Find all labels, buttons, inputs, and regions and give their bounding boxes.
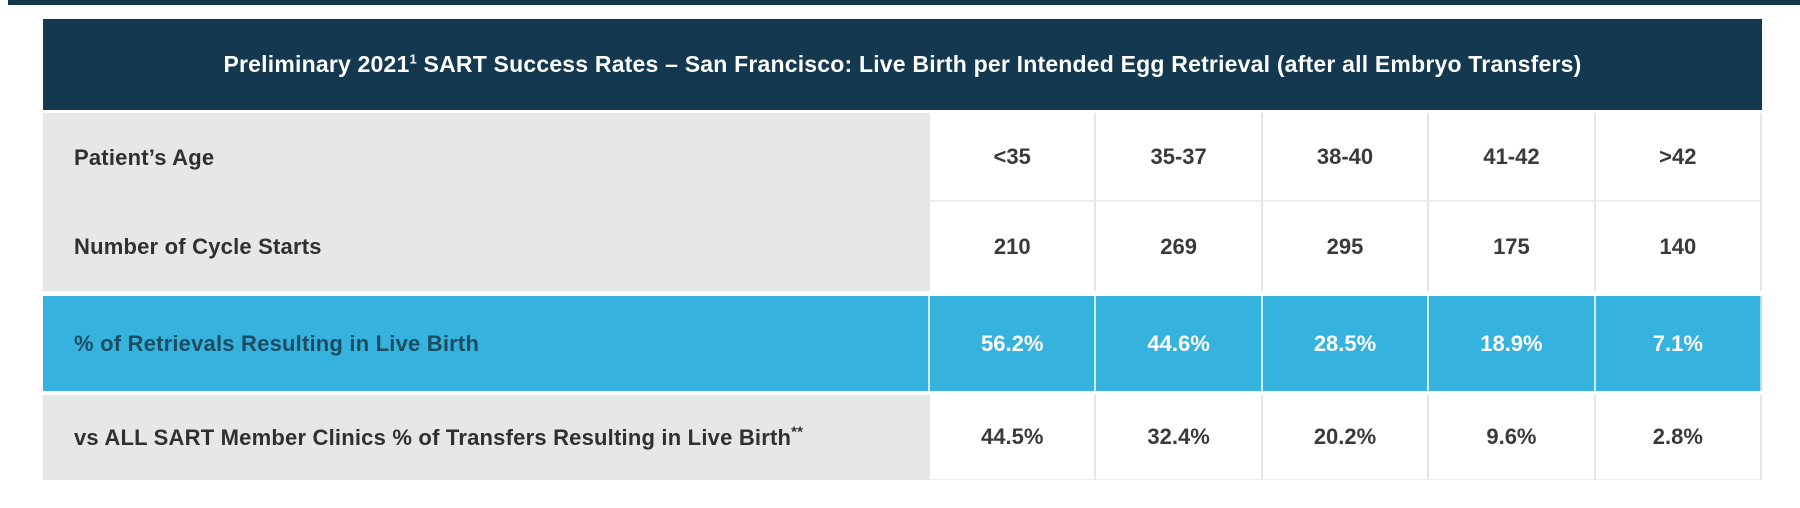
footnote-marker-1: 1 — [409, 51, 417, 67]
live-birth-rate-cell: 28.5% — [1260, 296, 1428, 391]
cycle-starts-cell: 210 — [928, 202, 1095, 291]
table-row-sart-comparison: vs ALL SART Member Clinics % of Transfer… — [43, 395, 1763, 480]
table-row-live-birth-highlight: % of Retrievals Resulting in Live Birth … — [43, 296, 1763, 391]
sart-rate-cell: 44.5% — [928, 395, 1095, 480]
row-label-patients-age: Patient’s Age — [43, 113, 928, 202]
table-row-cycle-starts: Number of Cycle Starts 210 269 295 175 1… — [43, 202, 1763, 291]
table-title-rest: SART Success Rates – San Francisco: Live… — [416, 51, 1582, 77]
sart-rate-cell: 9.6% — [1427, 395, 1594, 480]
table-title: Preliminary 20211 SART Success Rates – S… — [223, 51, 1581, 78]
row-label-cycle-starts: Number of Cycle Starts — [43, 202, 928, 291]
sart-rate-cell: 32.4% — [1094, 395, 1261, 480]
live-birth-rate-cell: 44.6% — [1094, 296, 1261, 391]
sart-label-text: vs ALL SART Member Clinics % of Transfer… — [74, 424, 792, 450]
table-title-prefix: Preliminary 2021 — [223, 51, 410, 77]
cycle-starts-cell: 295 — [1260, 202, 1428, 291]
cycle-starts-cell: 175 — [1427, 202, 1594, 291]
sart-rate-cell: 20.2% — [1260, 395, 1428, 480]
age-band-cell: >42 — [1593, 113, 1763, 202]
cycle-starts-cell: 269 — [1094, 202, 1261, 291]
success-rates-table: Preliminary 20211 SART Success Rates – S… — [43, 19, 1763, 480]
row-label-live-birth: % of Retrievals Resulting in Live Birth — [43, 296, 928, 391]
table-row-patients-age: Patient’s Age <35 35-37 38-40 41-42 >42 — [43, 113, 1763, 202]
cycle-starts-cell: 140 — [1593, 202, 1763, 291]
live-birth-rate-cell: 56.2% — [928, 296, 1095, 391]
live-birth-rate-cell: 7.1% — [1593, 296, 1763, 391]
footnote-marker-double-asterisk: ** — [791, 423, 804, 441]
sart-rate-cell: 2.8% — [1593, 395, 1763, 480]
live-birth-rate-cell: 18.9% — [1427, 296, 1594, 391]
row-label-sart-comparison: vs ALL SART Member Clinics % of Transfer… — [43, 395, 928, 480]
age-band-cell: 41-42 — [1427, 113, 1594, 202]
age-band-cell: 35-37 — [1094, 113, 1261, 202]
table-title-bar: Preliminary 20211 SART Success Rates – S… — [43, 19, 1762, 110]
age-band-cell: 38-40 — [1260, 113, 1428, 202]
top-border-strip — [8, 0, 1800, 5]
age-band-cell: <35 — [928, 113, 1095, 202]
